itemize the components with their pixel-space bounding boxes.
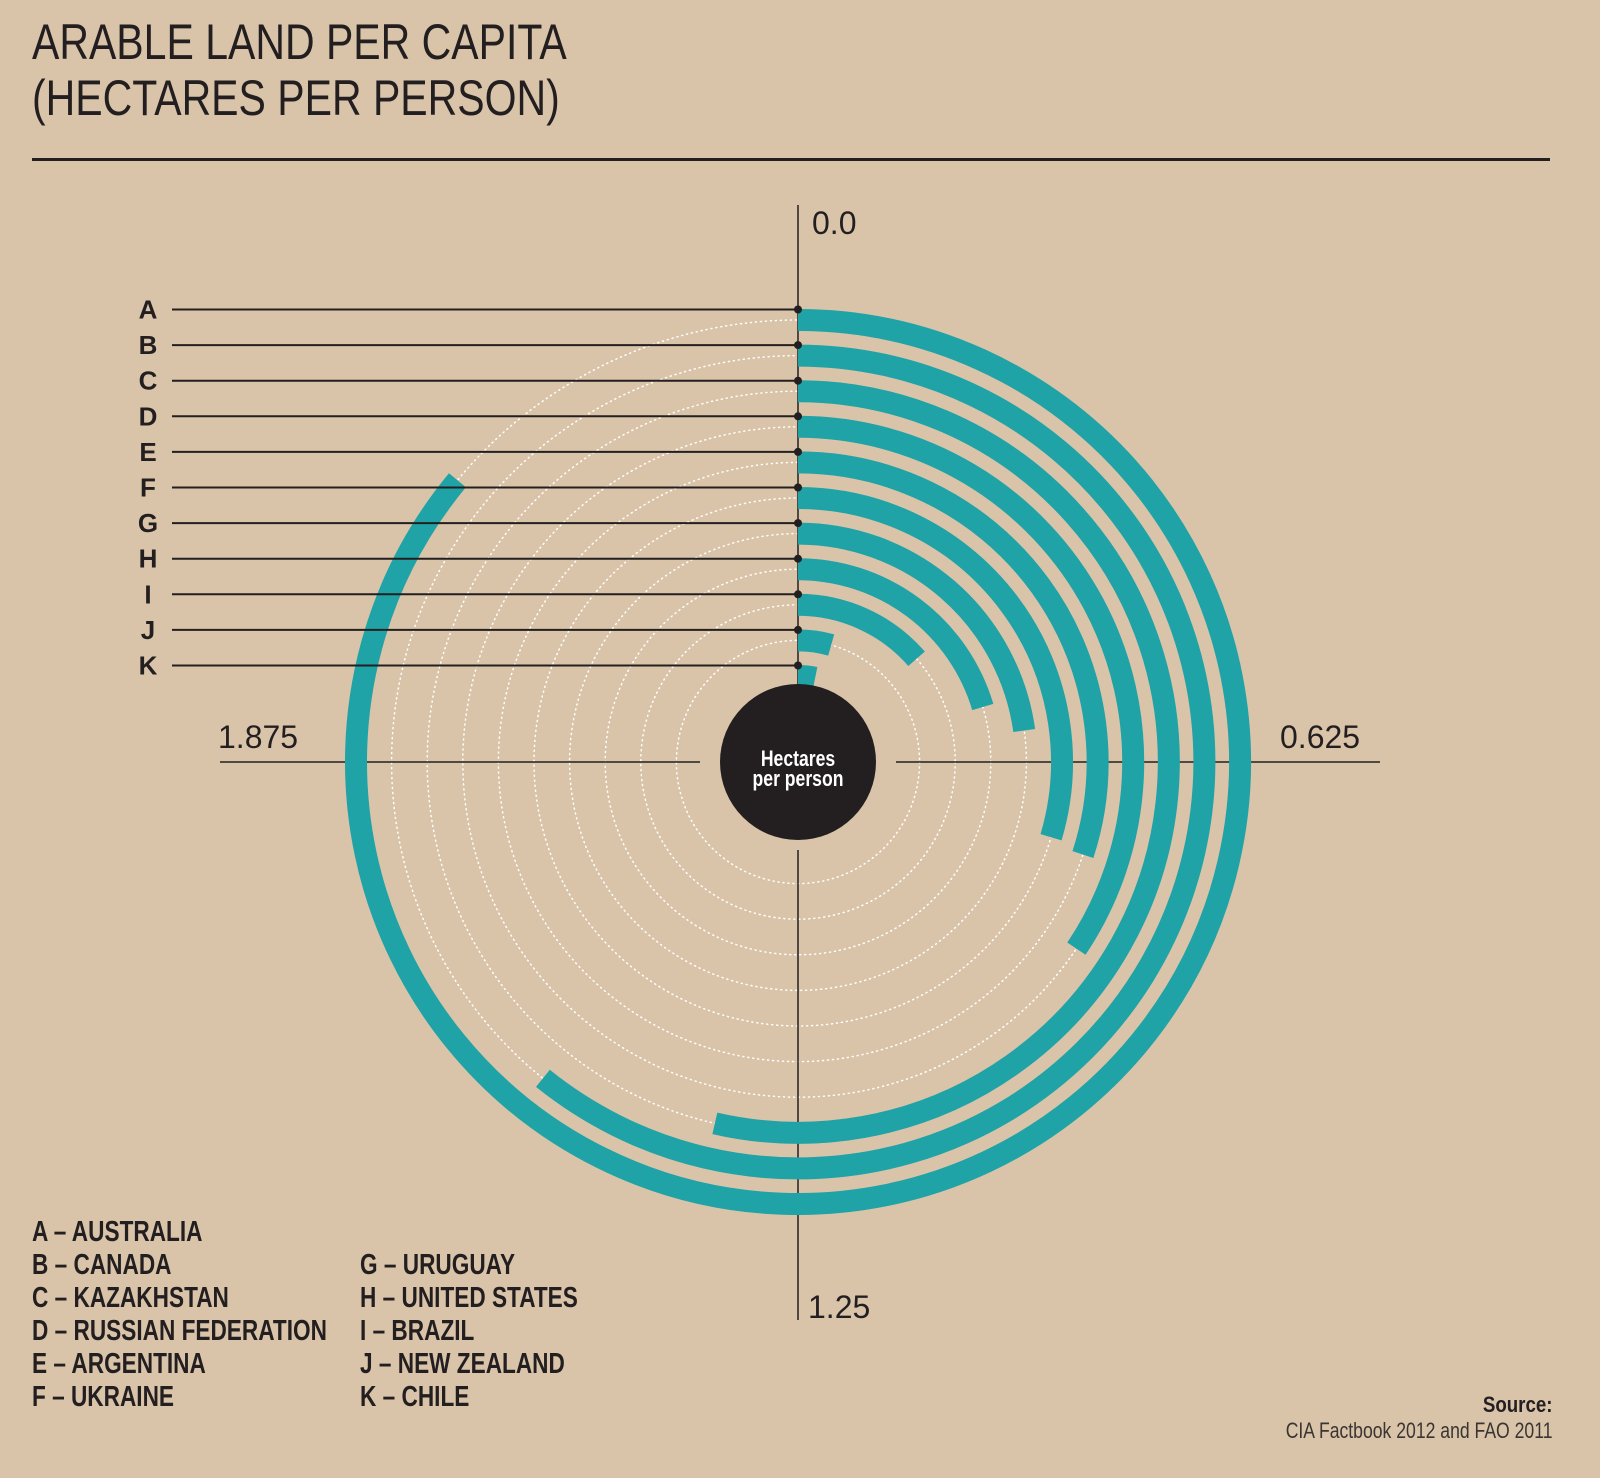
category-label-B: B: [139, 330, 158, 360]
category-label-C: C: [139, 366, 158, 396]
category-label-F: F: [140, 473, 156, 503]
bar-G: [797, 522, 1036, 733]
bar-C: [712, 380, 1180, 1144]
legend-item: K – CHILE: [360, 1381, 470, 1413]
legend-item: G – URUGUAY: [360, 1249, 516, 1281]
center-disc: [720, 684, 876, 840]
leader-dot-I: [794, 590, 802, 599]
title-line-2: (HECTARES PER PERSON): [32, 70, 560, 126]
tick-label-top: 0.0: [812, 205, 856, 241]
legend-item: I – BRAZIL: [360, 1315, 475, 1347]
category-label-A: A: [139, 295, 158, 325]
category-label-H: H: [139, 544, 158, 574]
source-note: Source: CIA Factbook 2012 and FAO 2011: [1219, 1392, 1552, 1444]
bar-K: [797, 665, 818, 689]
center-label-2: per person: [753, 767, 844, 791]
leader-dot-B: [794, 341, 802, 350]
category-label-D: D: [139, 401, 158, 431]
category-label-I: I: [144, 579, 151, 609]
title-divider: [32, 158, 1550, 161]
legend-column-2: G – URUGUAY H – UNITED STATES I – BRAZIL…: [360, 1249, 578, 1414]
chart-title: ARABLE LAND PER CAPITA (HECTARES PER PERS…: [32, 14, 567, 126]
source-text: CIA Factbook 2012 and FAO 2011: [1285, 1418, 1552, 1443]
bar-F: [797, 487, 1073, 841]
leader-dot-D: [794, 412, 802, 421]
legend-item: H – UNITED STATES: [360, 1282, 578, 1314]
legend-item: E – ARGENTINA: [32, 1348, 206, 1380]
leader-dot-A: [794, 305, 802, 314]
bar-A: [345, 309, 1251, 1215]
center-label-1: Hectares: [761, 747, 835, 771]
leader-dot-J: [794, 625, 802, 634]
legend-item: J – NEW ZEALAND: [360, 1348, 565, 1380]
bar-H: [797, 558, 994, 711]
bar-J: [797, 629, 835, 656]
tick-label-left: 1.875: [218, 719, 298, 755]
tick-label-bottom: 1.25: [808, 1289, 870, 1325]
legend-item: F – UKRAINE: [32, 1381, 175, 1413]
leader-dot-F: [794, 483, 802, 492]
source-label: Source:: [1482, 1392, 1552, 1417]
category-label-G: G: [138, 508, 158, 538]
legend-column-1: A – AUSTRALIA B – CANADA C – KAZAKHSTAN …: [32, 1216, 327, 1414]
leader-dot-C: [794, 376, 802, 385]
tick-label-right: 0.625: [1280, 719, 1360, 755]
category-label-E: E: [139, 437, 156, 467]
leader-dot-H: [794, 554, 802, 563]
bar-I: [797, 593, 925, 667]
leader-dot-K: [794, 661, 802, 670]
category-label-K: K: [139, 651, 158, 681]
bar-E: [797, 451, 1109, 858]
bar-B: [536, 344, 1216, 1180]
legend-item: D – RUSSIAN FEDERATION: [32, 1315, 327, 1347]
legend-item: B – CANADA: [32, 1249, 172, 1281]
leader-dot-E: [794, 447, 802, 456]
title-line-1: ARABLE LAND PER CAPITA: [32, 14, 567, 70]
legend-item: A – AUSTRALIA: [32, 1216, 203, 1248]
bar-D: [797, 415, 1145, 955]
bars: [345, 309, 1251, 1215]
legend-item: C – KAZAKHSTAN: [32, 1282, 229, 1314]
leader-dot-G: [794, 519, 802, 528]
category-label-J: J: [141, 615, 155, 645]
